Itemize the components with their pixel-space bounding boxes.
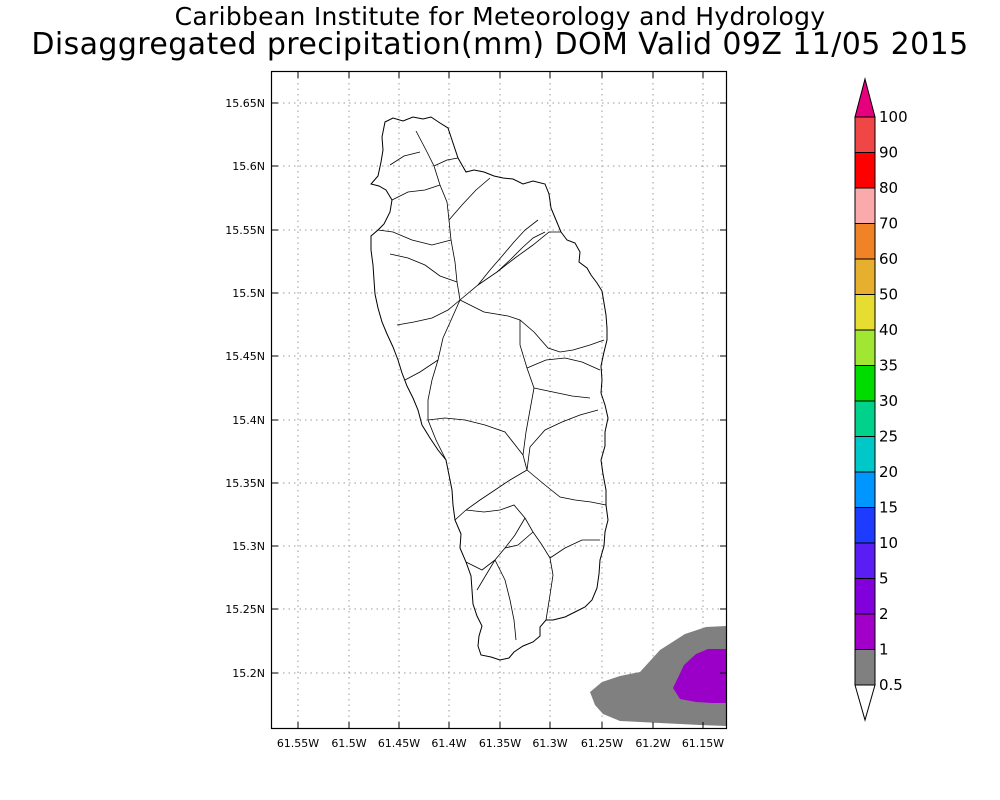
lat-tick-label: 15.55N xyxy=(225,224,265,237)
legend-swatch xyxy=(854,152,876,189)
legend-label: 30 xyxy=(879,392,898,410)
legend-swatch xyxy=(854,436,876,473)
legend-label: 10 xyxy=(879,534,898,552)
latitude-axis: 15.2N 15.25N 15.3N 15.35N 15.4N 15.45N 15.5N 15… xyxy=(225,97,726,680)
lat-tick-label: 15.2N xyxy=(232,667,265,680)
legend-label: 20 xyxy=(879,463,898,481)
lat-tick-label: 15.4N xyxy=(232,414,265,427)
lon-tick-label: 61.15W xyxy=(682,737,724,750)
legend-label: 15 xyxy=(879,499,898,517)
lon-tick-label: 61.25W xyxy=(581,737,623,750)
legend-label: 90 xyxy=(879,144,898,162)
lat-tick-label: 15.5N xyxy=(232,287,265,300)
lat-tick-label: 15.35N xyxy=(225,477,265,490)
lat-tick-label: 15.45N xyxy=(225,350,265,363)
legend-label: 0.5 xyxy=(879,676,903,694)
map-frame xyxy=(270,70,728,730)
lon-tick-label: 61.45W xyxy=(378,737,420,750)
legend-swatch xyxy=(854,116,876,153)
watershed-boundaries xyxy=(377,130,607,641)
legend-label: 70 xyxy=(879,215,898,233)
legend-swatch xyxy=(854,507,876,544)
legend-swatch xyxy=(854,400,876,437)
legend-swatch xyxy=(854,613,876,650)
legend-label: 60 xyxy=(879,250,898,268)
lon-tick-label: 61.55W xyxy=(277,737,319,750)
island-coastline xyxy=(370,116,609,661)
legend-swatch xyxy=(854,542,876,579)
chart-subtitle: Disaggregated precipitation(mm) DOM Vali… xyxy=(31,27,969,62)
lon-tick-label: 61.4W xyxy=(431,737,466,750)
legend-swatch xyxy=(854,649,876,686)
legend-label: 1 xyxy=(879,641,889,659)
legend-label: 5 xyxy=(879,570,889,588)
legend-swatch xyxy=(854,578,876,615)
chart-title: Caribbean Institute for Meteorology and … xyxy=(174,2,826,31)
grid-lines xyxy=(272,72,726,728)
legend-label: 2 xyxy=(879,605,889,623)
lon-tick-label: 61.2W xyxy=(635,737,670,750)
lat-tick-label: 15.3N xyxy=(232,540,265,553)
legend-label: 50 xyxy=(879,286,898,304)
legend-swatch xyxy=(854,365,876,402)
lat-tick-label: 15.25N xyxy=(225,603,265,616)
legend-swatch xyxy=(854,223,876,260)
legend-label: 35 xyxy=(879,357,898,375)
legend-lower-arrow xyxy=(854,684,876,722)
legend-label: 80 xyxy=(879,179,898,197)
legend-swatch xyxy=(854,471,876,508)
legend-swatch xyxy=(854,258,876,295)
legend-label: 100 xyxy=(879,108,908,126)
lon-tick-label: 61.3W xyxy=(532,737,567,750)
lat-tick-label: 15.65N xyxy=(225,97,265,110)
lon-tick-label: 61.5W xyxy=(331,737,366,750)
legend-label: 40 xyxy=(879,321,898,339)
lat-tick-label: 15.6N xyxy=(232,160,265,173)
longitude-axis: 61.55W 61.5W 61.45W 61.4W 61.35W 61.3W 61.25W 6… xyxy=(277,72,724,750)
legend-label: 25 xyxy=(879,428,898,446)
lon-tick-label: 61.35W xyxy=(479,737,521,750)
legend-upper-arrow xyxy=(854,77,876,118)
legend-swatch xyxy=(854,187,876,224)
precip-area-1-to-2 xyxy=(673,649,726,703)
legend-swatch xyxy=(854,294,876,331)
legend-swatch xyxy=(854,329,876,366)
